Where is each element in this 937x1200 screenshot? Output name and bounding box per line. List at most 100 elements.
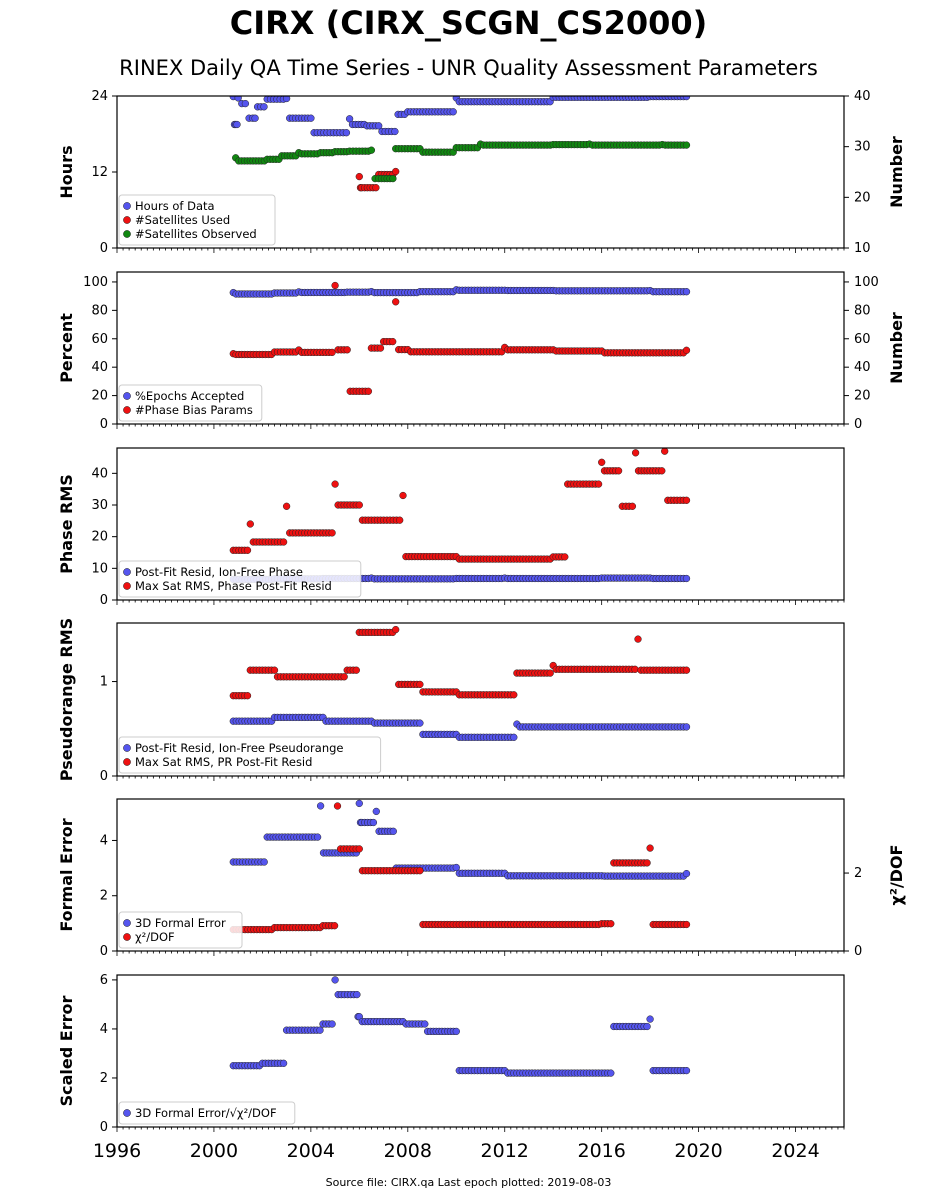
y-tick-label: 40 <box>91 360 108 375</box>
data-points <box>229 625 691 741</box>
trail-3d-formal-error-dof <box>328 1020 336 1028</box>
data-points <box>229 96 691 192</box>
legend-marker-3d-formal-error <box>123 919 131 927</box>
y2-axis-label: χ²/DOF <box>887 845 906 906</box>
legend: %Epochs Accepted#Phase Bias Params <box>118 384 263 422</box>
trail-3d-formal-error <box>260 858 268 866</box>
legend-label-epochs-accepted: %Epochs Accepted <box>135 389 244 403</box>
trail-hours-of-data <box>233 120 241 129</box>
trail-max-sat-rms-phase-post-fit-resid <box>243 546 252 554</box>
trail-max-sat-rms-pr-post-fit-resid <box>352 666 360 674</box>
trail-max-sat-rms-phase-post-fit-resid <box>328 529 336 537</box>
point-dof-5 <box>416 867 424 875</box>
legend-marker-post-fit-resid-ion-free-phase <box>123 568 131 576</box>
y-tick-label: 60 <box>91 332 108 347</box>
y2-axis-label: Number <box>887 312 906 384</box>
y-tick-label: 0 <box>100 1120 108 1135</box>
trail-satellites-observed <box>389 174 397 183</box>
trail-3d-formal-error-dof <box>643 1022 651 1031</box>
y-tick-label: 12 <box>91 165 108 180</box>
y2-tick-label: 100 <box>854 275 879 290</box>
x-tick-label: 2000 <box>190 1140 238 1162</box>
point-max-sat-rms-phase-post-fit-resid-5 <box>331 480 339 488</box>
point-3d-formal-error-7 <box>389 827 397 835</box>
trail-max-sat-rms-phase-post-fit-resid <box>561 553 569 561</box>
x-tick-label: 2012 <box>481 1140 529 1162</box>
point-max-sat-rms-pr-post-fit-resid-14 <box>682 666 691 674</box>
point-max-sat-rms-phase-post-fit-resid-8 <box>399 491 407 500</box>
point-max-sat-rms-phase-post-fit-resid-19 <box>682 496 691 504</box>
point-dof-4 <box>355 845 363 853</box>
point-dof-3 <box>333 802 342 810</box>
trail-max-sat-rms-phase-post-fit-resid <box>594 480 603 488</box>
point-3d-formal-error-9 <box>452 863 460 872</box>
point-dof-11 <box>646 844 654 852</box>
legend-box <box>118 384 263 422</box>
point-phase-bias-params-17 <box>682 346 691 354</box>
point-max-sat-rms-phase-post-fit-resid-13 <box>598 458 606 466</box>
trail-phase-bias-params <box>328 348 336 357</box>
y2-tick-label: 0 <box>854 417 862 432</box>
point-3d-formal-error-4 <box>355 799 363 808</box>
legend-marker-3d-formal-error-dof <box>123 1109 131 1117</box>
point-max-sat-rms-pr-post-fit-resid-7 <box>416 680 424 689</box>
y-tick-label: 4 <box>100 833 108 848</box>
legend-label-max-sat-rms-phase-post-fit-resid: Max Sat RMS, Phase Post-Fit Resid <box>135 579 332 593</box>
legend-label-3d-formal-error-dof: 3D Formal Error/√χ²/DOF <box>135 1106 277 1120</box>
point-hours-of-data-8 <box>307 114 315 122</box>
legend-box <box>118 911 243 949</box>
point-hours-of-data-7 <box>282 96 291 103</box>
panel-pseudorange-rms: 0 1 Pseudorange RMS Post-Fit Resid, Ion-Fre… <box>57 618 845 784</box>
series-epochs-accepted <box>229 286 691 298</box>
series-post-fit-resid-ion-free-pseudorange <box>229 713 691 741</box>
point-max-sat-rms-phase-post-fit-resid-18 <box>661 448 669 455</box>
trail-max-sat-rms-pr-post-fit-resid <box>340 673 348 681</box>
trail-3d-formal-error <box>313 833 322 841</box>
point-dof-12 <box>682 920 691 929</box>
point-3d-formal-error-dof-5 <box>353 990 361 999</box>
trail-max-sat-rms-pr-post-fit-resid <box>546 669 554 677</box>
y-tick-label: 100 <box>83 275 108 290</box>
trail-phase-bias-params <box>364 387 373 395</box>
trail-3d-formal-error <box>369 818 378 827</box>
data-points <box>229 281 691 395</box>
point-max-sat-rms-pr-post-fit-resid-6 <box>392 625 400 634</box>
point-3d-formal-error-6 <box>372 807 380 816</box>
y-axis-label: Scaled Error <box>57 996 76 1107</box>
point-3d-formal-error-dof-15 <box>682 1066 691 1075</box>
legend-marker-dof <box>123 933 131 941</box>
trail-hours-of-data <box>251 114 259 122</box>
point-satellites-observed-10 <box>367 146 376 154</box>
point-satellites-used-0 <box>355 172 363 181</box>
point-satellites-used-3 <box>392 167 400 176</box>
y-tick-label: 2 <box>100 1071 108 1086</box>
point-phase-bias-params-5 <box>331 281 339 290</box>
legend-label-satellites-observed: #Satellites Observed <box>135 227 257 241</box>
legend-marker-max-sat-rms-pr-post-fit-resid <box>123 758 131 766</box>
y-axis-label: Hours <box>57 145 76 198</box>
y-axis-label: Formal Error <box>57 818 76 931</box>
point-max-sat-rms-phase-post-fit-resid-3 <box>282 502 291 510</box>
legend-marker-phase-bias-params <box>123 406 131 414</box>
y-tick-label: 10 <box>91 561 108 576</box>
trail-max-sat-rms-phase-post-fit-resid <box>396 516 404 524</box>
point-max-sat-rms-pr-post-fit-resid-13 <box>634 635 642 643</box>
y2-tick-label: 20 <box>854 190 871 205</box>
y-tick-label: 0 <box>100 769 108 784</box>
legend-label-max-sat-rms-pr-post-fit-resid: Max Sat RMS, PR Post-Fit Resid <box>135 755 312 769</box>
legend-label-hours-of-data: Hours of Data <box>135 199 215 213</box>
point-3d-formal-error-dof-8 <box>421 1020 429 1028</box>
panel-percent: 0 20 40 60 80 100 0 20 40 60 80 100 Number Percent %Ep… <box>57 271 906 432</box>
trail-max-sat-rms-phase-post-fit-resid <box>628 502 637 510</box>
point-post-fit-resid-ion-free-phase-10 <box>682 574 691 583</box>
trail-dof <box>607 920 615 928</box>
trail-max-sat-rms-phase-post-fit-resid <box>279 538 288 546</box>
trail-max-sat-rms-pr-post-fit-resid <box>243 692 252 700</box>
x-tick-label: 1996 <box>93 1140 141 1162</box>
point-phase-bias-params-10 <box>392 298 400 306</box>
point-3d-formal-error-dof-9 <box>452 1027 460 1036</box>
